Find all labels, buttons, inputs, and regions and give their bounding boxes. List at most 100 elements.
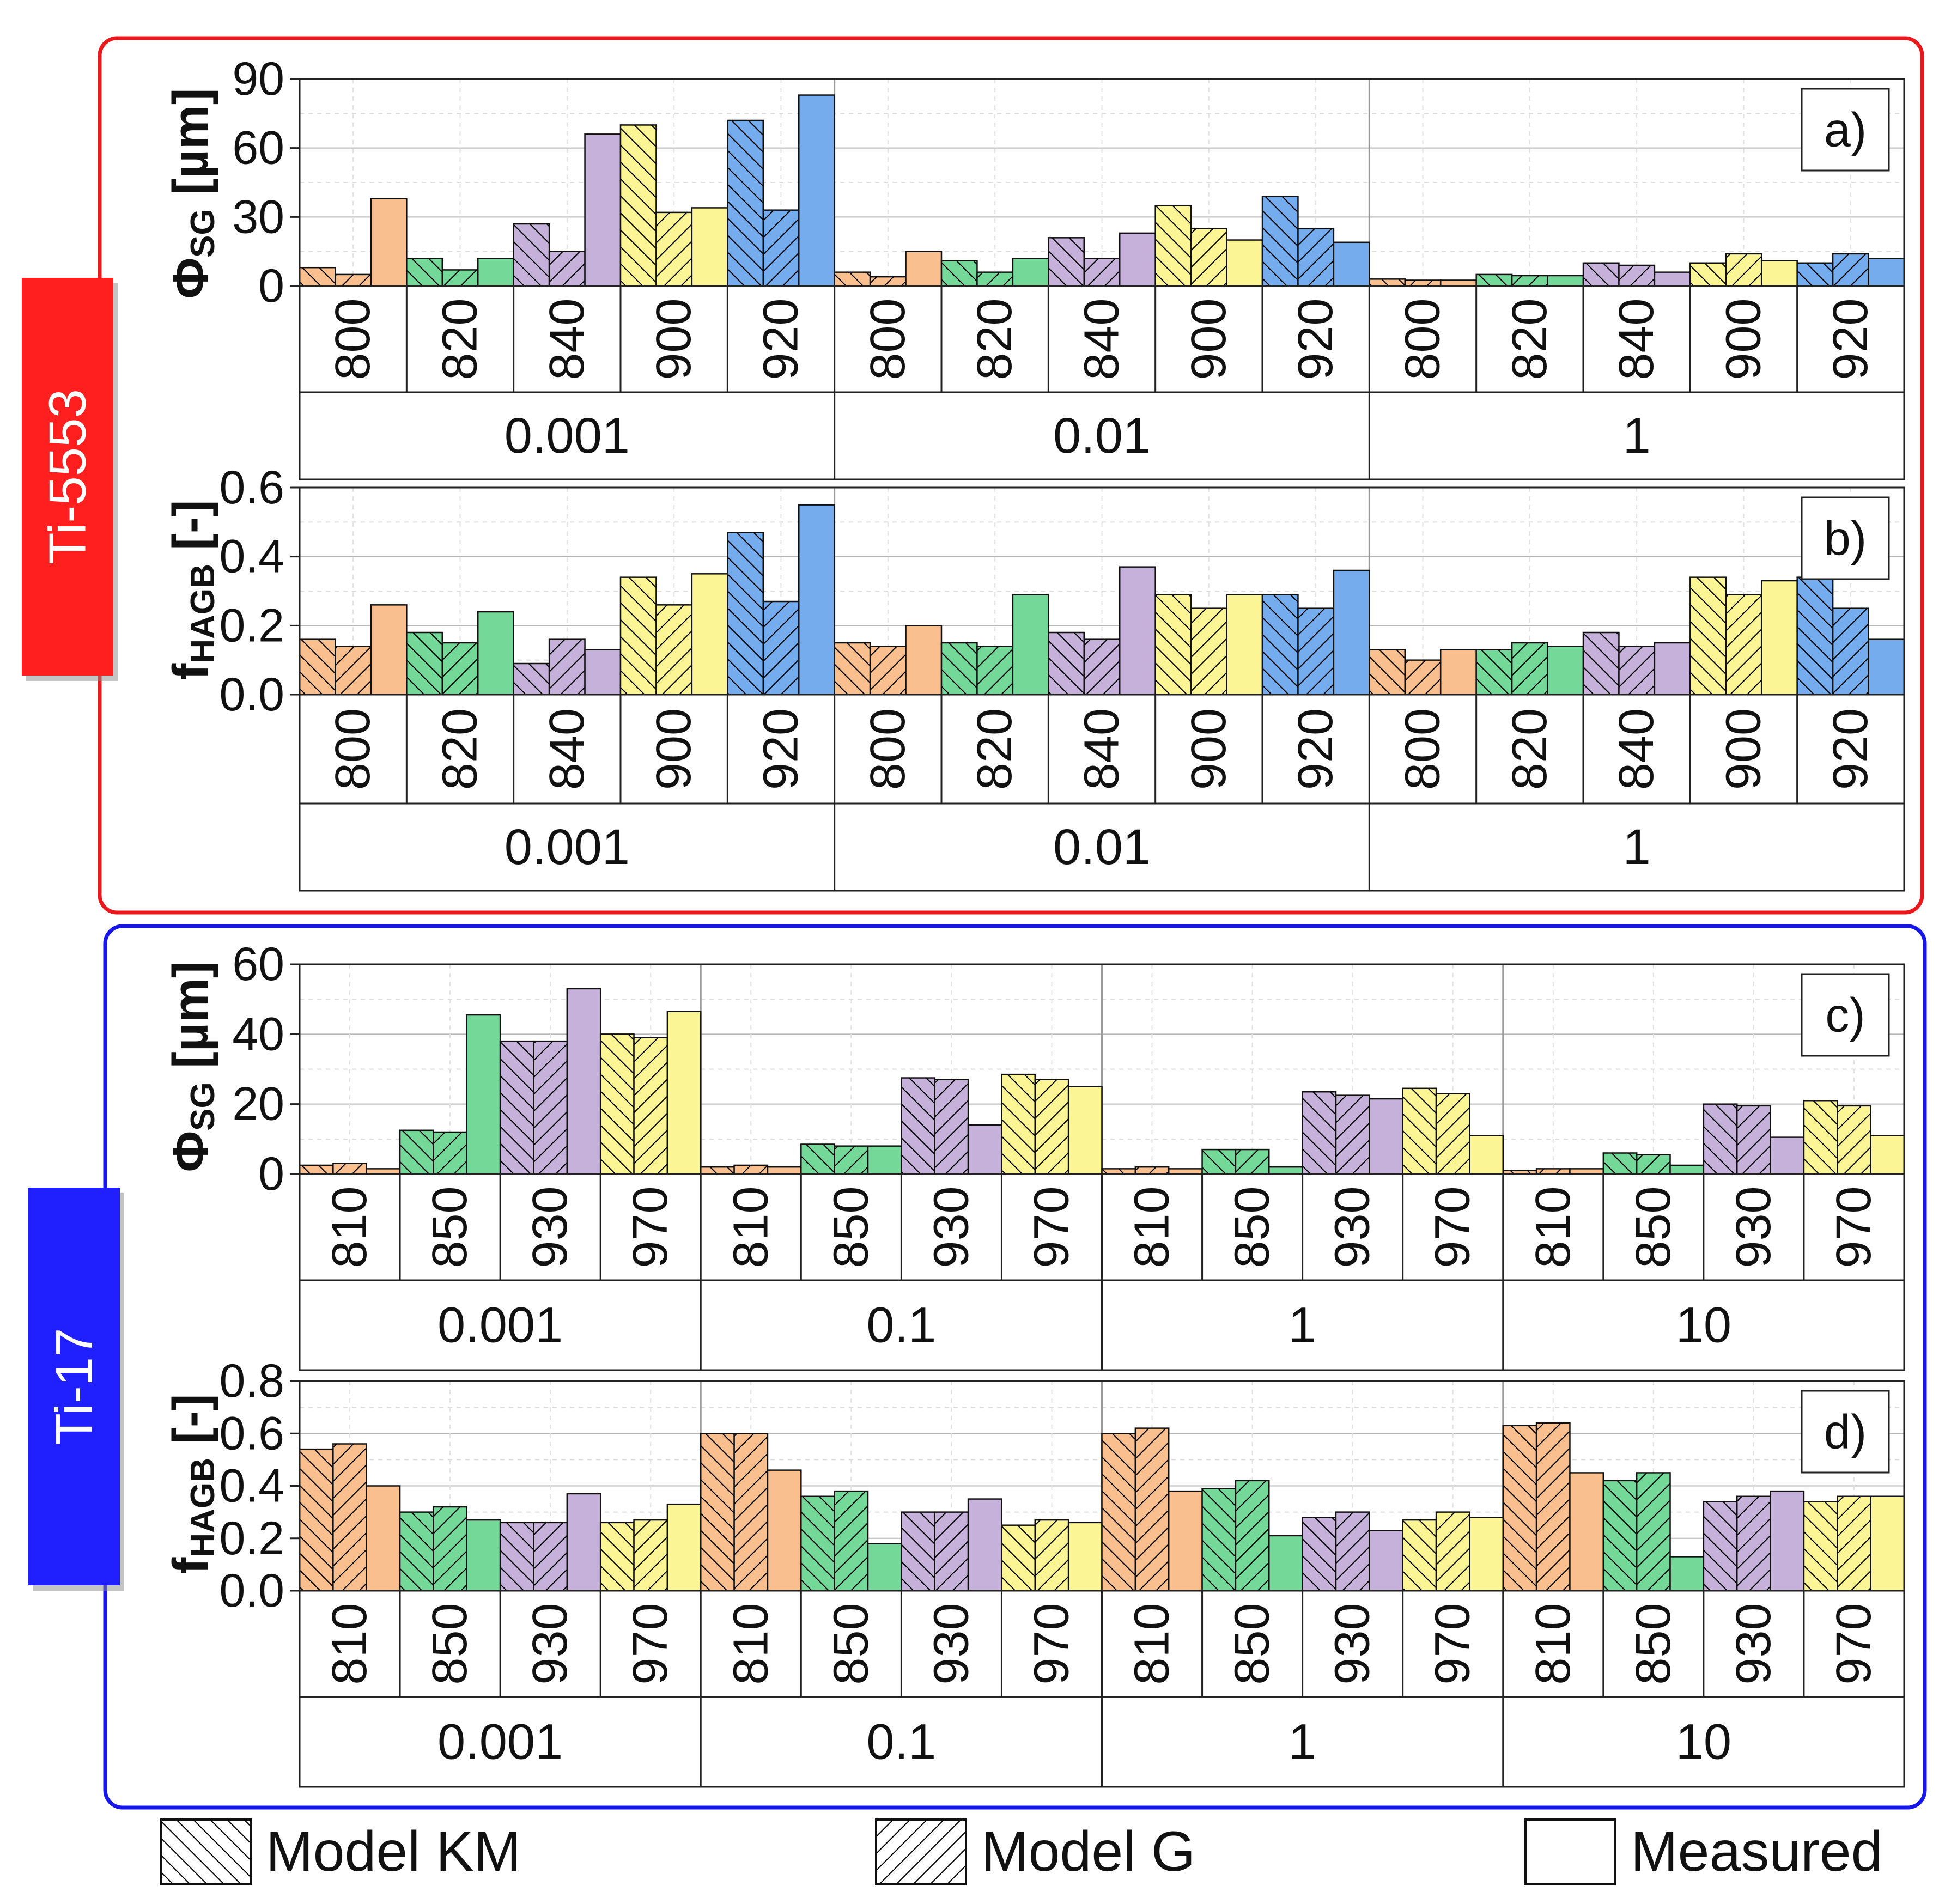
legend: Model KM Model G Measured bbox=[160, 1818, 1882, 1885]
bar-measured-0.1-810 bbox=[767, 1470, 801, 1591]
bar-measured-0.001-900 bbox=[691, 208, 728, 286]
y-tick-label: 0.6 bbox=[219, 1407, 284, 1459]
bar-hatch-model-km bbox=[801, 1496, 835, 1591]
bar-hatch-model-g bbox=[1335, 1095, 1370, 1174]
y-tick-label: 60 bbox=[232, 938, 284, 990]
temperature-row bbox=[299, 285, 1905, 393]
bar-measured-10-810 bbox=[1570, 1169, 1603, 1174]
bar-hatch-model-g bbox=[335, 646, 371, 695]
bar-hatch-model-g bbox=[1035, 1520, 1069, 1591]
bar-measured-0.001-820 bbox=[478, 258, 514, 286]
bar-measured-0.1-930 bbox=[968, 1125, 1002, 1174]
bar-hatch-model-km bbox=[1476, 274, 1512, 286]
bar-hatch-model-km bbox=[901, 1078, 935, 1174]
x-tick-label-temperature: 810 bbox=[724, 1603, 778, 1684]
x-tick-label-temperature: 820 bbox=[968, 708, 1022, 790]
bar-hatch-model-km bbox=[1302, 1092, 1336, 1174]
bar-hatch-model-km bbox=[1603, 1480, 1637, 1591]
bar-hatch-model-km bbox=[1302, 1517, 1336, 1591]
y-tick-label: 40 bbox=[232, 1008, 284, 1060]
bar-measured-10-970 bbox=[1870, 1135, 1904, 1174]
bar-measured-0.01-900 bbox=[1226, 240, 1262, 286]
x-tick-label-strain-rate: 10 bbox=[1676, 1298, 1731, 1353]
bar-hatch-model-km bbox=[1048, 238, 1084, 286]
x-tick-label-temperature: 800 bbox=[861, 298, 915, 380]
bar-hatch-model-g bbox=[549, 251, 585, 286]
bar-hatch-model-km bbox=[1001, 1525, 1035, 1591]
x-tick-label-temperature: 930 bbox=[924, 1603, 978, 1684]
x-tick-label-temperature: 920 bbox=[754, 298, 809, 380]
bar-measured-0.01-800 bbox=[905, 625, 941, 695]
x-tick-label-temperature: 850 bbox=[824, 1186, 878, 1268]
bar-hatch-model-g bbox=[549, 639, 585, 695]
bar-hatch-model-km bbox=[400, 1130, 434, 1174]
x-tick-label-temperature: 840 bbox=[540, 298, 594, 380]
bar-hatch-model-km bbox=[901, 1512, 935, 1591]
bar-hatch-model-km bbox=[406, 258, 442, 286]
x-tick-label-strain-rate: 0.1 bbox=[866, 1714, 936, 1770]
bar-measured-1-800 bbox=[1441, 649, 1476, 695]
bar-hatch-model-g bbox=[1512, 643, 1548, 695]
x-tick-label-temperature: 820 bbox=[433, 298, 488, 380]
bar-hatch-model-km bbox=[500, 1522, 534, 1591]
bar-hatch-model-g bbox=[1235, 1480, 1269, 1591]
bar-hatch-model-km bbox=[941, 260, 977, 286]
bar-hatch-model-km bbox=[1001, 1074, 1035, 1174]
bar-hatch-model-km bbox=[400, 1512, 434, 1591]
x-tick-label-temperature: 820 bbox=[1503, 708, 1557, 790]
x-tick-label-temperature: 930 bbox=[1727, 1186, 1781, 1268]
bar-measured-0.001-930 bbox=[567, 988, 601, 1174]
x-tick-label-temperature: 970 bbox=[1426, 1603, 1480, 1684]
bar-measured-0.001-920 bbox=[799, 95, 835, 287]
bar-measured-0.01-840 bbox=[1120, 567, 1156, 695]
bar-measured-1-810 bbox=[1169, 1491, 1202, 1591]
x-tick-label-temperature: 820 bbox=[1503, 298, 1557, 380]
x-tick-label-temperature: 840 bbox=[1075, 708, 1129, 790]
bar-hatch-model-g bbox=[1436, 1093, 1470, 1174]
bar-measured-10-850 bbox=[1670, 1165, 1704, 1174]
x-tick-label-temperature: 810 bbox=[323, 1603, 377, 1684]
x-tick-label-temperature: 840 bbox=[1609, 298, 1664, 380]
bar-measured-10-970 bbox=[1870, 1496, 1904, 1591]
legend-item-km: Model KM bbox=[160, 1818, 521, 1885]
bar-measured-1-820 bbox=[1547, 276, 1583, 286]
x-tick-label-temperature: 970 bbox=[1827, 1186, 1881, 1268]
y-axis-title-main: Φ bbox=[163, 1131, 218, 1172]
bar-hatch-model-g bbox=[1837, 1496, 1871, 1591]
y-tick-label: 0.4 bbox=[219, 1460, 284, 1512]
bar-hatch-model-g bbox=[977, 646, 1013, 695]
bar-measured-10-930 bbox=[1770, 1137, 1804, 1174]
bar-hatch-model-km bbox=[1503, 1170, 1537, 1174]
bar-measured-0.001-850 bbox=[466, 1015, 501, 1174]
bar-hatch-model-km bbox=[300, 639, 336, 695]
x-tick-label-temperature: 900 bbox=[1182, 298, 1236, 380]
x-tick-label-temperature: 850 bbox=[1626, 1186, 1681, 1268]
bar-hatch-model-km bbox=[300, 1449, 333, 1591]
bar-hatch-model-km bbox=[1048, 632, 1084, 695]
group-label-ti17: Ti-17 bbox=[45, 1328, 104, 1445]
bar-measured-1-800 bbox=[1441, 280, 1476, 286]
y-axis-title-sub: SG bbox=[184, 209, 222, 258]
bar-hatch-model-g bbox=[433, 1507, 467, 1591]
y-axis-title-sub: HAGB bbox=[184, 1458, 222, 1558]
bar-hatch-model-km bbox=[1102, 1433, 1135, 1591]
bar-measured-1-930 bbox=[1369, 1530, 1403, 1591]
x-tick-label-strain-rate: 0.001 bbox=[505, 819, 630, 875]
x-tick-label-strain-rate: 0.01 bbox=[1053, 819, 1151, 875]
x-tick-label-temperature: 930 bbox=[523, 1603, 578, 1684]
bar-hatch-model-km bbox=[513, 224, 550, 286]
bar-measured-1-970 bbox=[1469, 1517, 1503, 1591]
y-axis-title-sub: SG bbox=[184, 1082, 222, 1131]
bar-hatch-model-g bbox=[834, 1491, 868, 1591]
bar-measured-10-850 bbox=[1670, 1556, 1704, 1591]
bar-measured-1-970 bbox=[1469, 1135, 1503, 1174]
y-axis-title-space bbox=[163, 550, 218, 564]
x-tick-label-temperature: 800 bbox=[326, 298, 380, 380]
x-tick-label-temperature: 920 bbox=[1288, 708, 1343, 790]
bar-hatch-model-km bbox=[621, 125, 657, 286]
y-tick-label: 0.4 bbox=[219, 531, 284, 583]
x-tick-label-strain-rate: 0.1 bbox=[866, 1298, 936, 1353]
y-tick-label: 0.8 bbox=[219, 1355, 284, 1407]
bar-hatch-model-g bbox=[1335, 1512, 1370, 1591]
